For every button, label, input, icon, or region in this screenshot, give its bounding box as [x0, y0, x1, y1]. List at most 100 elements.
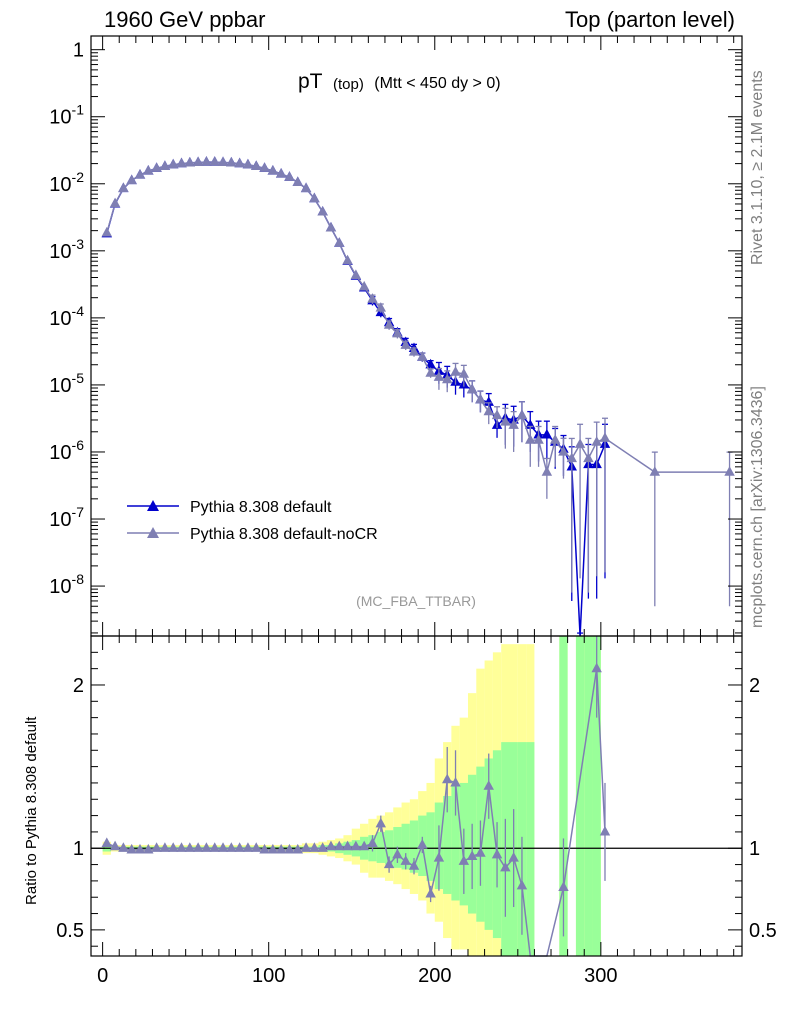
ratio-point — [284, 843, 295, 854]
series-noCR-point — [375, 302, 387, 312]
band-green-bin — [592, 636, 601, 956]
main-plot-frame — [90, 35, 743, 637]
ratio-point — [334, 840, 345, 851]
ratio-xtick-label: 100 — [252, 965, 285, 987]
series-noCR-point — [284, 171, 295, 181]
band-green-bin — [443, 796, 452, 894]
ratio-ytick-label-left: 0.5 — [56, 920, 84, 942]
series-noCR-point — [516, 409, 528, 420]
ratio-point — [491, 848, 503, 859]
ratio-point — [242, 842, 254, 852]
ratio-point — [442, 773, 453, 784]
series-noCR-point — [566, 452, 577, 463]
ratio-point — [184, 842, 196, 852]
plot-title-sub: (top) — [333, 76, 364, 93]
ratio-point — [209, 842, 220, 852]
main-ytick-label-base: 10 — [49, 241, 71, 263]
main-ytick-label-base: 10 — [49, 576, 71, 598]
series-noCR-point — [525, 434, 536, 444]
plot-title: pT (top) (Mtt < 450 dy > 0) — [298, 70, 501, 93]
side-text-mcplots: mcplots.cern.ch [arXiv:1306.3436] — [749, 386, 766, 628]
main-ytick-label-base: 10 — [49, 442, 71, 464]
watermark: (MC_FBA_TTBAR) — [356, 593, 476, 609]
main-ytick-label-exponent: -8 — [72, 571, 85, 587]
main-ytick-label-base: 10 — [49, 174, 71, 196]
ratio-ytick-label-right: 1 — [749, 838, 760, 860]
series-noCR-point — [541, 466, 553, 476]
ratio-xtick-label: 200 — [418, 965, 451, 987]
series-noCR-point — [192, 156, 204, 167]
series-noCR-point — [574, 438, 586, 448]
ratio-point — [317, 842, 328, 852]
ratio-point — [383, 858, 395, 869]
series-noCR-point — [425, 367, 436, 377]
band-green-bin — [575, 636, 585, 956]
main-ytick-label: 10-6 — [49, 437, 84, 464]
ratio-point — [143, 843, 154, 854]
series-noCR-point — [167, 158, 179, 169]
main-ytick-label-exponent: -5 — [72, 370, 85, 386]
series-noCR-point — [433, 371, 445, 381]
ratio-point — [367, 837, 378, 847]
series-default-point — [541, 428, 553, 439]
ratio-point — [500, 861, 511, 872]
ratio-plot-frame — [90, 635, 743, 957]
ratio-point — [450, 776, 461, 787]
side-text-rivet: Rivet 3.1.10, ≥ 2.1M events — [749, 70, 766, 265]
series-noCR-point — [583, 452, 594, 463]
ratio-point — [400, 855, 411, 865]
plot-title-cut: (Mtt < 450 dy > 0) — [374, 75, 500, 92]
header-left: 1960 GeV ppbar — [104, 7, 265, 32]
main-ytick-label-exponent: -6 — [72, 437, 85, 453]
series-noCR-point — [400, 339, 411, 349]
series-noCR-point — [358, 280, 370, 291]
band-green-bin — [559, 636, 568, 956]
band-green-bin — [451, 786, 460, 901]
series-noCR-point — [251, 160, 262, 170]
main-ytick-label-base: 10 — [49, 107, 71, 129]
series-noCR-point — [300, 182, 312, 193]
ratio-ytick-label-right: 0.5 — [749, 920, 777, 942]
main-ytick-label-base: 10 — [49, 308, 71, 330]
ratio-point — [483, 780, 494, 790]
ratio-point — [217, 842, 229, 852]
ratio-point — [159, 842, 171, 852]
main-ytick-label-exponent: -2 — [72, 169, 85, 185]
series-noCR-point — [599, 432, 611, 442]
legend-marker-noCR — [147, 527, 159, 538]
series-noCR-point — [267, 165, 279, 175]
ratio-point — [109, 840, 121, 851]
series-noCR-point — [159, 160, 171, 170]
series-noCR-point — [151, 162, 162, 172]
ratio-point — [417, 838, 428, 849]
ratio-point — [558, 881, 569, 892]
ratio-point — [358, 840, 370, 851]
series-default-line — [106, 161, 606, 637]
ratio-point — [309, 842, 320, 852]
ratio-point — [118, 842, 129, 852]
ratio-ytick-label-left: 2 — [73, 675, 84, 697]
series-noCR-point — [126, 174, 137, 185]
series-noCR-point — [201, 156, 212, 166]
series-noCR-point — [442, 373, 453, 384]
band-green-bin — [401, 823, 410, 870]
ratio-point — [126, 843, 137, 854]
main-ytick-label-exponent: -1 — [72, 102, 85, 118]
series-noCR-point — [234, 157, 245, 168]
series-noCR-point — [392, 327, 403, 338]
main-ytick-label-base: 10 — [49, 509, 71, 531]
header-right: Top (parton level) — [565, 7, 735, 32]
series-noCR-point — [325, 221, 337, 232]
ratio-point — [300, 842, 312, 852]
ratio-point — [201, 842, 212, 852]
ratio-point — [458, 855, 470, 865]
ratio-point — [134, 843, 146, 854]
main-ytick-label: 1 — [73, 40, 84, 62]
main-ytick-label-exponent: -3 — [72, 236, 85, 252]
ratio-point — [267, 843, 279, 854]
series-noCR-point — [309, 192, 320, 203]
main-ytick-label: 10-3 — [49, 236, 84, 263]
ratio-point — [176, 842, 187, 852]
ratio-point — [234, 842, 245, 852]
